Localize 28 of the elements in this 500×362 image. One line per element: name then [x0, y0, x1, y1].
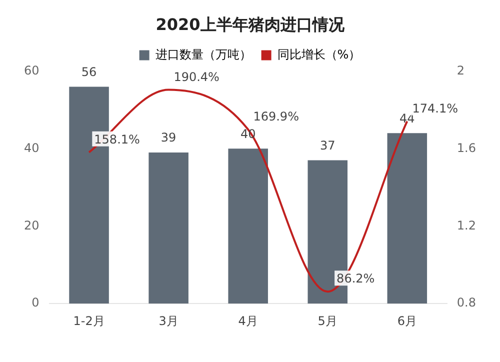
data-label: 86.2%	[336, 272, 375, 286]
y2-tick-label: 2	[456, 63, 465, 78]
y2-tick-label: 1.2	[456, 218, 476, 232]
data-label: 190.4%	[174, 70, 220, 84]
legend-label: 进口数量（万吨）	[155, 47, 252, 62]
y2-tick-label: 1.6	[456, 140, 476, 155]
y-tick-label: 40	[24, 140, 40, 155]
bar	[228, 148, 268, 304]
y2-tick-label: 0.8	[456, 296, 476, 310]
y-tick-label: 20	[24, 218, 40, 232]
data-label: 56	[81, 64, 97, 79]
chart-title: 2020上半年猪肉进口情况	[156, 14, 346, 34]
bar	[148, 152, 188, 304]
x-tick-label: 6月	[397, 314, 417, 328]
data-label: 39	[160, 130, 176, 145]
bar	[387, 133, 428, 304]
data-label: 169.9%	[253, 110, 299, 124]
x-tick-label: 5月	[318, 314, 338, 328]
legend-label: 同比增长（%）	[277, 47, 361, 62]
y-tick-label: 60	[24, 63, 40, 78]
y-tick-label: 0	[32, 296, 40, 310]
x-tick-label: 3月	[158, 314, 178, 328]
x-tick-label: 4月	[238, 314, 258, 328]
data-label: 37	[320, 138, 336, 152]
data-label: 158.1%	[94, 132, 140, 146]
data-label: 44	[400, 111, 415, 126]
x-tick-label: 1-2月	[73, 314, 105, 328]
data-label: 174.1%	[412, 101, 458, 116]
